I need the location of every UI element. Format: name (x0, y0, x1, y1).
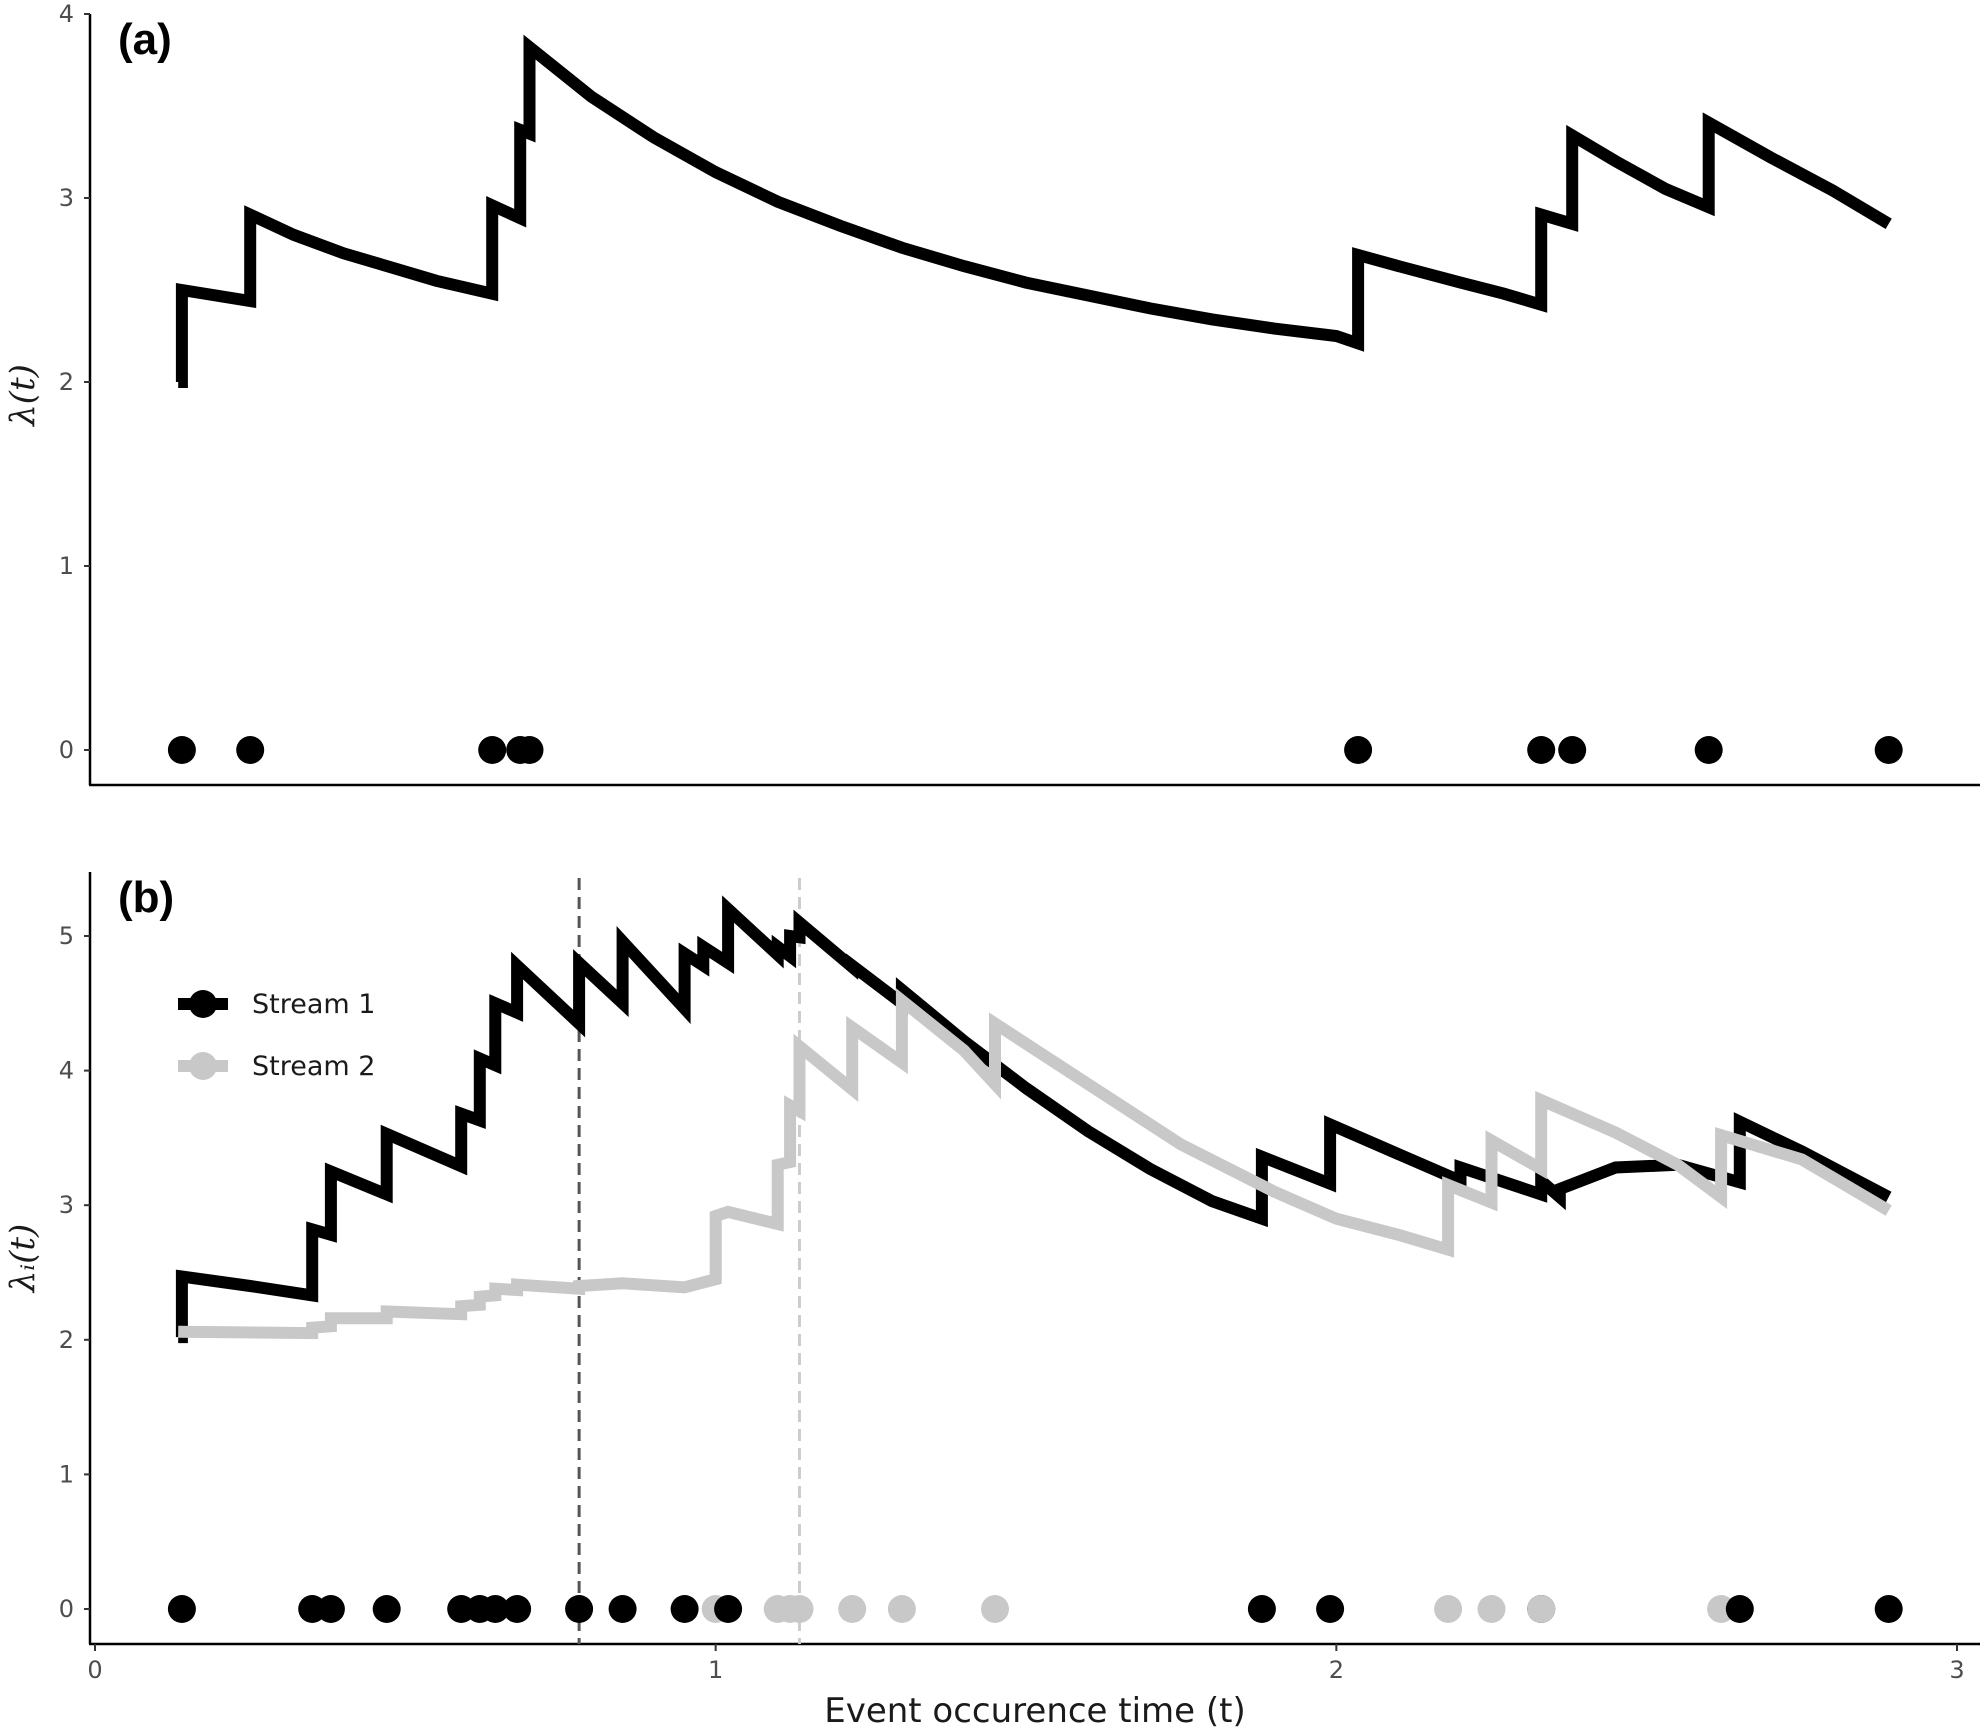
x-tick-label: 3 (1949, 1656, 1964, 1684)
event-point (316, 1595, 345, 1623)
legend-label-stream-2: Stream 2 (252, 1051, 375, 1082)
event-point (1316, 1595, 1345, 1623)
event-point (1434, 1595, 1463, 1623)
panel-a-event-markers (167, 736, 1903, 764)
panel-b-reference-lines (577, 878, 801, 1644)
event-point (236, 736, 265, 764)
event-point (167, 1595, 196, 1623)
event-point (1527, 1595, 1556, 1623)
event-point (1344, 736, 1373, 764)
event-point (1247, 1595, 1276, 1623)
x-tick-label: 0 (87, 1656, 102, 1684)
event-point (1694, 736, 1723, 764)
legend-label-stream-1: Stream 1 (252, 989, 375, 1020)
event-point (167, 736, 196, 764)
series-line-panel-a-1 (175, 34, 1892, 388)
series-line-stream-2 (178, 988, 1892, 1340)
event-point (981, 1595, 1009, 1623)
y-tick-label: 1 (59, 552, 74, 580)
panel-b-label: (b) (118, 873, 174, 922)
panel-b-y-axis-title: λᵢ(t) (3, 1224, 43, 1295)
y-tick-label: 4 (59, 0, 74, 28)
legend-item-stream-2: Stream 2 (178, 1051, 375, 1082)
y-tick-label: 2 (59, 1326, 74, 1354)
event-point (481, 1595, 510, 1623)
y-tick-label: 4 (59, 1057, 74, 1085)
panel-a-label: (a) (118, 15, 172, 64)
y-tick-label: 1 (59, 1460, 74, 1488)
panel-b-event-markers (167, 1595, 1903, 1623)
legend-item-stream-1: Stream 1 (178, 989, 375, 1020)
event-point (670, 1595, 699, 1623)
event-point (515, 736, 544, 764)
y-tick-label: 3 (59, 1191, 74, 1219)
event-point (1874, 736, 1903, 764)
event-point (503, 1595, 532, 1623)
panel-b-x-axis-title: Event occurence time (t) (824, 1691, 1246, 1731)
y-tick-label: 5 (59, 922, 74, 950)
y-tick-label: 2 (59, 368, 74, 396)
event-point (887, 1595, 916, 1623)
panel-b-y-ticks: 0 1 2 3 4 5 (59, 922, 90, 1623)
event-point (1558, 736, 1587, 764)
panel-b-series (175, 895, 1892, 1344)
panel-a-y-axis-title: λ(t) (3, 364, 43, 428)
event-point (785, 1595, 814, 1623)
panel-b-legend: Stream 1 Stream 2 (178, 989, 375, 1082)
event-point (714, 1595, 743, 1623)
event-point (478, 736, 507, 764)
event-point (1725, 1595, 1754, 1623)
event-point (565, 1595, 594, 1623)
panel-b: 0 1 2 3 0 1 2 3 4 5 (b) λᵢ(t) Event occurence ti… (3, 872, 1980, 1731)
y-tick-label: 0 (59, 1595, 74, 1623)
panel-b-x-ticks: 0 1 2 3 (87, 1644, 1965, 1684)
x-tick-label: 1 (708, 1656, 723, 1684)
y-tick-label: 3 (59, 184, 74, 212)
event-point (608, 1595, 637, 1623)
event-point (1874, 1595, 1903, 1623)
legend-key-point-stream-1 (189, 990, 217, 1018)
legend-key-point-stream-2 (189, 1052, 217, 1080)
panel-a-y-ticks: 0 1 2 3 4 (59, 0, 90, 764)
y-tick-label: 0 (59, 736, 74, 764)
event-point (838, 1595, 867, 1623)
event-point (372, 1595, 401, 1623)
panel-a: 0 1 2 3 4 (a) λ(t) (3, 0, 1980, 787)
event-point (1527, 736, 1556, 764)
x-tick-label: 2 (1329, 1656, 1344, 1684)
event-point (1477, 1595, 1506, 1623)
panel-a-series (175, 34, 1892, 388)
series-line-stream-1 (175, 895, 1892, 1344)
